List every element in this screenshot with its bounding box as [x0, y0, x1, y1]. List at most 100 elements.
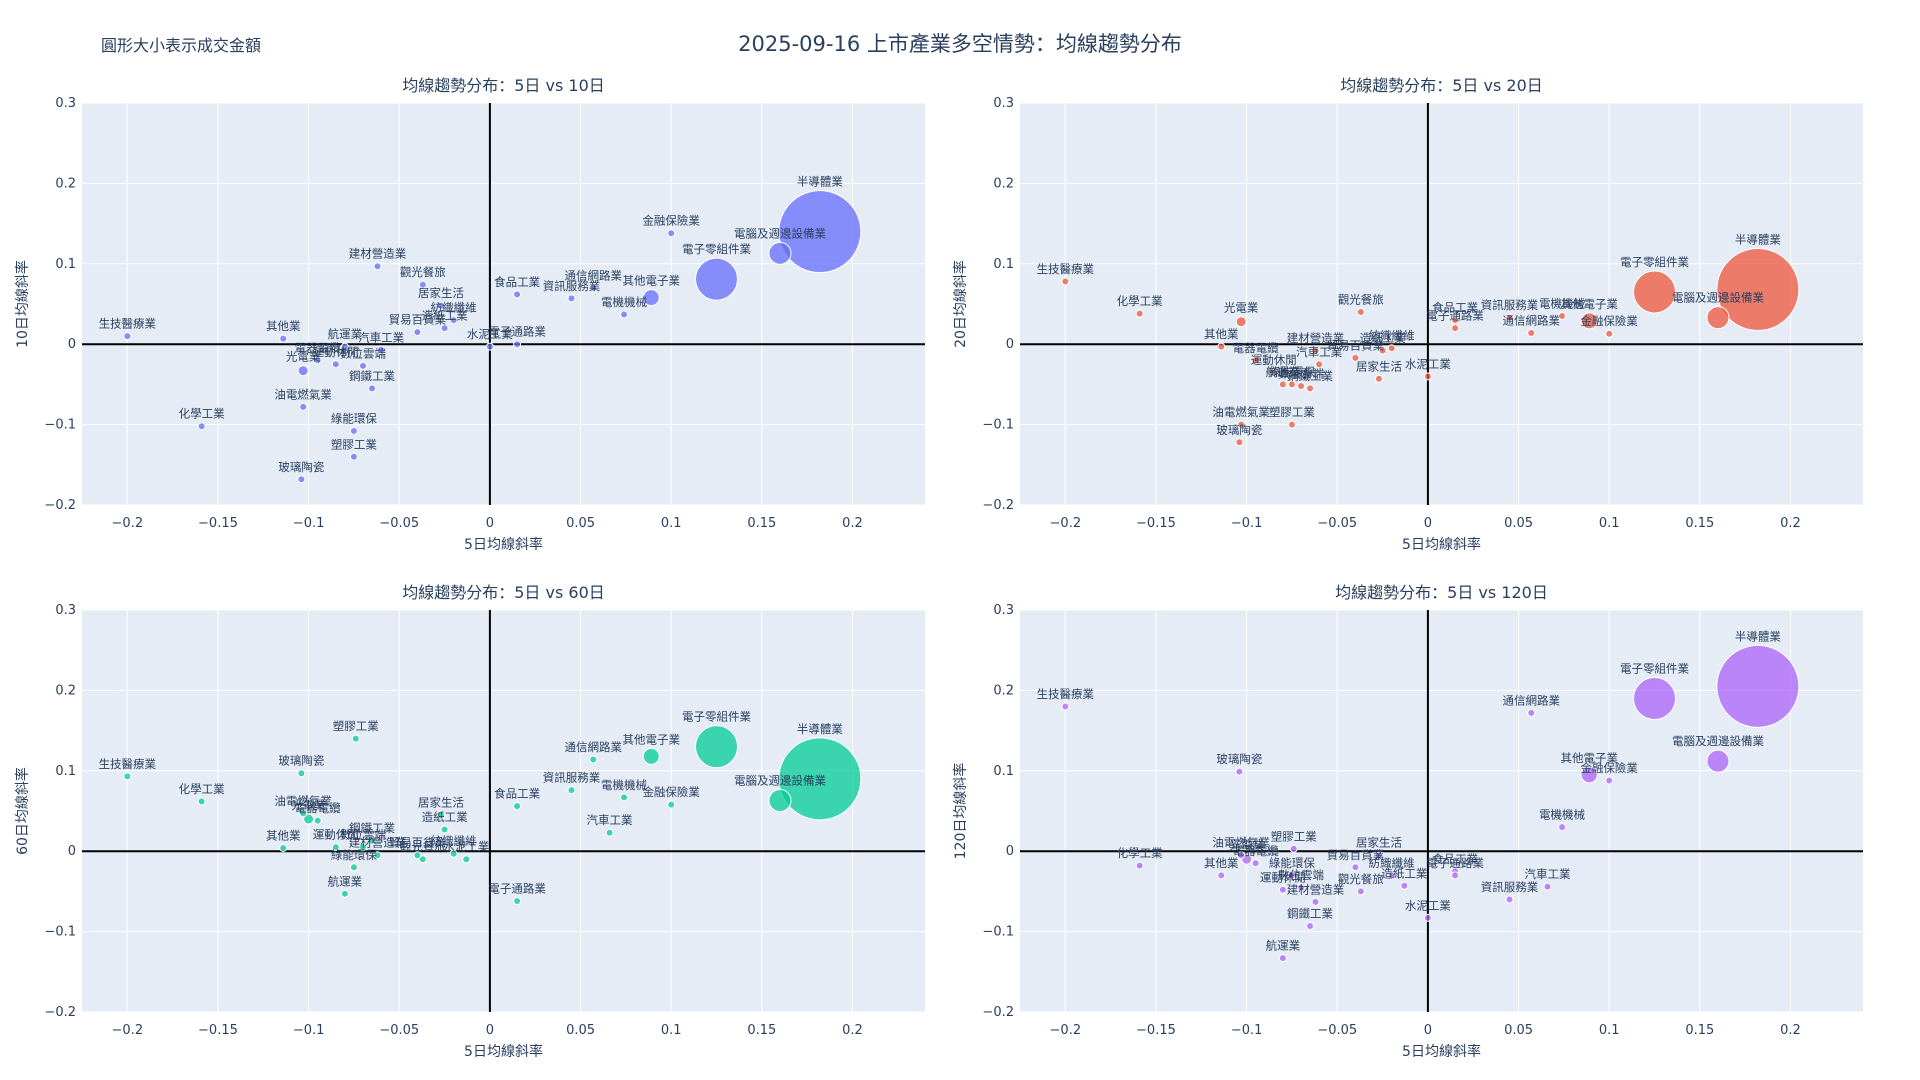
- data-point[interactable]: [1374, 374, 1383, 383]
- data-point[interactable]: [485, 342, 494, 351]
- data-point[interactable]: [1580, 312, 1598, 330]
- data-point[interactable]: [123, 332, 132, 341]
- data-point[interactable]: [299, 809, 308, 818]
- data-point[interactable]: [1351, 863, 1360, 872]
- data-point[interactable]: [349, 427, 358, 436]
- data-point[interactable]: [418, 855, 427, 864]
- data-point[interactable]: [1235, 438, 1244, 447]
- data-point[interactable]: [297, 365, 309, 377]
- data-point[interactable]: [1451, 871, 1460, 880]
- data-point[interactable]: [778, 737, 862, 821]
- data-point[interactable]: [1527, 328, 1536, 337]
- data-point[interactable]: [413, 328, 422, 337]
- data-point[interactable]: [513, 802, 522, 811]
- data-point[interactable]: [1505, 895, 1514, 904]
- data-point[interactable]: [620, 310, 629, 319]
- data-point[interactable]: [1716, 644, 1800, 728]
- data-point[interactable]: [313, 356, 322, 365]
- data-point[interactable]: [340, 889, 349, 898]
- data-point[interactable]: [1287, 420, 1296, 429]
- data-point[interactable]: [1558, 312, 1567, 321]
- data-point[interactable]: [279, 843, 288, 852]
- data-point[interactable]: [1287, 380, 1296, 389]
- data-point[interactable]: [1237, 851, 1246, 860]
- data-point[interactable]: [299, 402, 308, 411]
- data-point[interactable]: [1287, 871, 1296, 880]
- data-point[interactable]: [368, 836, 377, 845]
- data-point[interactable]: [1543, 882, 1552, 891]
- data-point[interactable]: [1451, 316, 1460, 325]
- data-point[interactable]: [620, 793, 629, 802]
- data-point[interactable]: [768, 241, 792, 265]
- data-point[interactable]: [1278, 380, 1287, 389]
- data-point[interactable]: [513, 340, 522, 349]
- data-point[interactable]: [1605, 329, 1614, 338]
- data-point[interactable]: [1451, 324, 1460, 333]
- data-point[interactable]: [1706, 749, 1730, 773]
- data-point[interactable]: [778, 190, 862, 274]
- data-point[interactable]: [373, 262, 382, 271]
- data-point[interactable]: [695, 257, 739, 301]
- data-point[interactable]: [1297, 883, 1305, 892]
- data-point[interactable]: [768, 789, 792, 813]
- data-point[interactable]: [1378, 346, 1387, 355]
- data-point[interactable]: [197, 797, 206, 806]
- data-point[interactable]: [1558, 823, 1567, 832]
- data-point[interactable]: [589, 755, 598, 764]
- data-point[interactable]: [1311, 346, 1320, 355]
- data-point[interactable]: [279, 334, 288, 343]
- data-point[interactable]: [1135, 861, 1144, 870]
- data-point[interactable]: [1580, 766, 1598, 784]
- data-point[interactable]: [1706, 306, 1730, 330]
- data-point[interactable]: [1306, 384, 1315, 393]
- data-point[interactable]: [1633, 676, 1677, 720]
- data-point[interactable]: [1423, 372, 1432, 381]
- data-point[interactable]: [695, 725, 739, 769]
- data-point[interactable]: [1269, 368, 1278, 377]
- data-point[interactable]: [513, 290, 522, 299]
- data-point[interactable]: [1505, 313, 1514, 322]
- data-point[interactable]: [373, 851, 382, 860]
- data-point[interactable]: [413, 851, 422, 860]
- data-point[interactable]: [1289, 844, 1298, 853]
- data-point[interactable]: [1605, 776, 1614, 785]
- data-point[interactable]: [1356, 308, 1365, 317]
- data-point[interactable]: [123, 772, 132, 781]
- data-point[interactable]: [440, 324, 449, 333]
- data-point[interactable]: [297, 769, 306, 778]
- data-point[interactable]: [1297, 382, 1305, 391]
- data-point[interactable]: [1374, 851, 1383, 860]
- data-point[interactable]: [1315, 360, 1324, 369]
- data-point[interactable]: [1217, 871, 1226, 880]
- data-point[interactable]: [359, 843, 367, 852]
- data-point[interactable]: [1400, 881, 1409, 890]
- data-point[interactable]: [349, 863, 358, 872]
- data-point[interactable]: [1716, 248, 1800, 332]
- data-point[interactable]: [368, 384, 377, 393]
- data-point[interactable]: [1633, 270, 1677, 314]
- data-point[interactable]: [605, 828, 614, 837]
- data-point[interactable]: [331, 360, 340, 369]
- data-point[interactable]: [642, 289, 660, 307]
- data-point[interactable]: [197, 422, 206, 431]
- data-point[interactable]: [513, 897, 522, 906]
- data-point[interactable]: [1135, 309, 1144, 318]
- data-point[interactable]: [642, 747, 660, 765]
- data-point[interactable]: [1217, 342, 1226, 351]
- data-point[interactable]: [1351, 353, 1360, 362]
- data-point[interactable]: [297, 475, 306, 484]
- data-point[interactable]: [1423, 913, 1432, 922]
- data-point[interactable]: [1387, 344, 1396, 353]
- data-point[interactable]: [349, 452, 358, 461]
- data-point[interactable]: [1061, 277, 1070, 286]
- data-point[interactable]: [589, 283, 598, 292]
- data-point[interactable]: [1311, 897, 1320, 906]
- data-point[interactable]: [1278, 885, 1287, 894]
- data-point[interactable]: [567, 786, 576, 795]
- data-point[interactable]: [1251, 859, 1260, 868]
- data-point[interactable]: [436, 811, 445, 820]
- data-point[interactable]: [449, 849, 458, 858]
- data-point[interactable]: [313, 816, 322, 825]
- data-point[interactable]: [462, 855, 471, 864]
- data-point[interactable]: [1527, 708, 1536, 717]
